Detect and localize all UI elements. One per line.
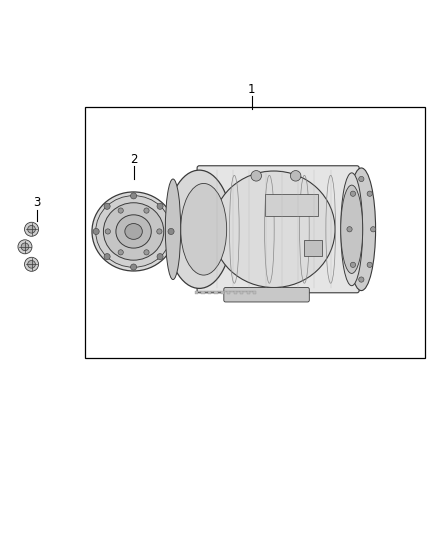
Circle shape: [25, 257, 39, 271]
Bar: [250, 290, 253, 292]
Circle shape: [290, 171, 301, 181]
Bar: [214, 290, 218, 294]
Bar: [221, 290, 224, 294]
FancyBboxPatch shape: [224, 287, 309, 302]
Ellipse shape: [116, 215, 151, 248]
Circle shape: [350, 262, 356, 268]
Bar: [247, 290, 250, 294]
Text: 2: 2: [130, 152, 138, 166]
Circle shape: [28, 225, 35, 233]
Bar: [224, 290, 227, 292]
Ellipse shape: [341, 173, 363, 286]
Circle shape: [157, 254, 163, 260]
Bar: [195, 290, 198, 294]
Circle shape: [131, 264, 137, 270]
Circle shape: [157, 203, 163, 209]
Circle shape: [367, 191, 372, 196]
Bar: [227, 290, 230, 294]
Text: 3: 3: [34, 197, 41, 209]
Ellipse shape: [96, 196, 171, 267]
Bar: [85, 107, 425, 359]
Bar: [265, 194, 318, 216]
Bar: [244, 290, 247, 292]
Ellipse shape: [212, 171, 335, 287]
Circle shape: [118, 208, 124, 213]
Circle shape: [157, 229, 162, 234]
Circle shape: [105, 229, 110, 234]
Ellipse shape: [347, 168, 375, 290]
Ellipse shape: [341, 185, 363, 273]
Ellipse shape: [166, 179, 180, 279]
Text: 1: 1: [248, 83, 256, 95]
Circle shape: [144, 208, 149, 213]
Bar: [201, 290, 205, 294]
Circle shape: [21, 243, 29, 251]
Bar: [233, 290, 237, 294]
Bar: [230, 290, 233, 292]
Circle shape: [367, 262, 372, 268]
Circle shape: [168, 229, 174, 235]
FancyBboxPatch shape: [197, 166, 359, 293]
Bar: [304, 240, 322, 255]
Bar: [211, 290, 214, 292]
Circle shape: [144, 250, 149, 255]
Ellipse shape: [125, 223, 142, 239]
Bar: [198, 290, 201, 292]
Circle shape: [359, 277, 364, 282]
Ellipse shape: [180, 183, 227, 275]
Circle shape: [104, 203, 110, 209]
Circle shape: [350, 191, 356, 196]
Ellipse shape: [103, 203, 164, 260]
Ellipse shape: [92, 192, 175, 271]
Circle shape: [28, 261, 35, 268]
Circle shape: [104, 254, 110, 260]
Circle shape: [18, 240, 32, 254]
Bar: [208, 290, 211, 294]
Circle shape: [371, 227, 376, 232]
Circle shape: [93, 229, 99, 235]
Bar: [205, 290, 208, 292]
Bar: [253, 290, 256, 294]
Bar: [240, 290, 244, 294]
Ellipse shape: [166, 170, 232, 288]
Circle shape: [118, 250, 124, 255]
Bar: [237, 290, 240, 292]
Circle shape: [347, 227, 352, 232]
Circle shape: [131, 193, 137, 199]
Bar: [218, 290, 221, 292]
Circle shape: [359, 176, 364, 182]
Circle shape: [25, 222, 39, 236]
Circle shape: [251, 171, 261, 181]
